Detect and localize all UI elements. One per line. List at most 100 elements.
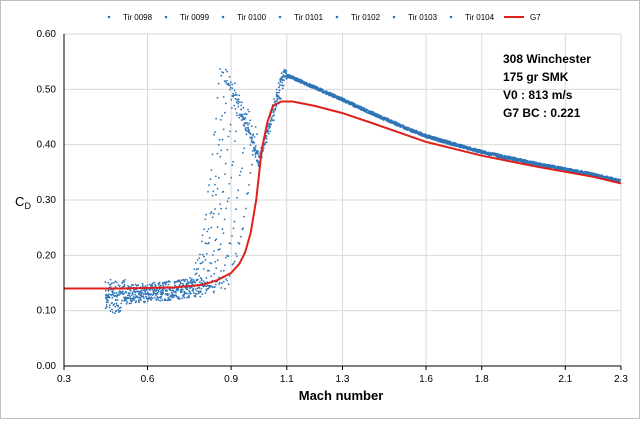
x-tick-label: 1.3	[336, 374, 350, 385]
data-point	[115, 292, 118, 294]
data-point	[162, 284, 165, 287]
data-point	[487, 153, 490, 155]
data-point	[108, 304, 111, 307]
data-point	[157, 298, 160, 301]
data-point	[107, 299, 109, 302]
data-point	[281, 87, 284, 90]
data-point	[175, 294, 177, 297]
data-point	[222, 269, 225, 272]
data-point	[241, 113, 243, 116]
data-point	[351, 104, 354, 107]
data-point	[208, 184, 210, 187]
x-tick-label: 2.1	[558, 374, 572, 385]
data-point	[559, 166, 561, 168]
data-point	[105, 304, 108, 306]
data-point	[266, 131, 269, 134]
data-point	[137, 284, 140, 286]
data-point	[388, 121, 391, 123]
data-point	[240, 101, 243, 104]
data-point	[198, 287, 201, 289]
data-point	[220, 74, 223, 77]
annotation-line: 308 Winchester	[503, 52, 591, 66]
data-point	[233, 104, 236, 107]
data-point	[592, 174, 595, 177]
data-point	[254, 149, 257, 151]
data-point	[196, 278, 199, 281]
data-point	[557, 167, 560, 169]
data-point	[377, 113, 379, 116]
data-point	[136, 290, 139, 293]
data-point	[219, 243, 222, 246]
data-point	[248, 129, 250, 132]
data-point	[204, 292, 207, 294]
legend-marker	[449, 15, 453, 19]
data-point	[197, 292, 200, 295]
data-point	[227, 283, 230, 286]
data-point	[148, 289, 151, 291]
data-point	[238, 101, 241, 103]
data-point	[226, 70, 229, 73]
data-point	[226, 79, 228, 82]
data-point	[186, 279, 189, 281]
data-point	[167, 283, 170, 286]
data-point	[107, 281, 110, 284]
data-point	[396, 124, 399, 127]
legend-label: Tir 0100	[237, 13, 267, 22]
data-point	[194, 288, 197, 291]
data-point	[314, 86, 317, 89]
data-point	[238, 113, 241, 116]
data-point	[615, 178, 617, 181]
data-point	[402, 127, 405, 130]
data-point	[180, 279, 183, 282]
data-point	[242, 227, 244, 230]
data-point	[186, 296, 189, 299]
data-point	[120, 302, 123, 305]
data-point	[265, 135, 268, 137]
data-point	[420, 134, 423, 137]
y-tick-label: 0.40	[37, 140, 57, 151]
data-point	[208, 237, 211, 239]
data-point	[299, 78, 302, 81]
data-point	[232, 92, 235, 95]
data-point	[162, 283, 164, 285]
data-point	[130, 300, 133, 303]
data-point	[279, 81, 282, 83]
data-point	[217, 176, 220, 179]
data-point	[210, 211, 213, 214]
data-point	[283, 79, 285, 82]
data-point	[386, 118, 388, 120]
data-point	[251, 137, 254, 140]
data-point	[504, 158, 507, 160]
data-point	[329, 94, 331, 97]
data-point	[237, 105, 240, 108]
data-point	[207, 241, 210, 244]
data-point	[205, 285, 208, 288]
data-point	[196, 287, 199, 290]
data-point	[194, 273, 197, 276]
data-point	[278, 91, 280, 94]
data-point	[256, 152, 259, 155]
data-point	[405, 126, 408, 129]
data-point	[134, 291, 137, 294]
data-point	[146, 284, 149, 287]
data-point	[160, 284, 162, 287]
data-point	[153, 296, 156, 299]
data-point	[382, 116, 385, 119]
data-point	[520, 159, 523, 162]
data-point	[138, 296, 140, 299]
data-point	[161, 293, 164, 296]
data-point	[216, 187, 219, 190]
legend-label: G7	[530, 13, 541, 22]
data-point	[207, 285, 210, 287]
data-point	[227, 82, 230, 85]
data-point	[492, 153, 495, 155]
annotation-line: V0 : 813 m/s	[503, 88, 573, 102]
data-point	[592, 172, 594, 175]
data-point	[183, 280, 186, 283]
data-point	[186, 288, 189, 291]
data-point	[600, 174, 603, 177]
data-point	[482, 152, 485, 154]
data-point	[216, 152, 219, 155]
g7-series	[64, 100, 622, 290]
data-point	[436, 137, 438, 140]
